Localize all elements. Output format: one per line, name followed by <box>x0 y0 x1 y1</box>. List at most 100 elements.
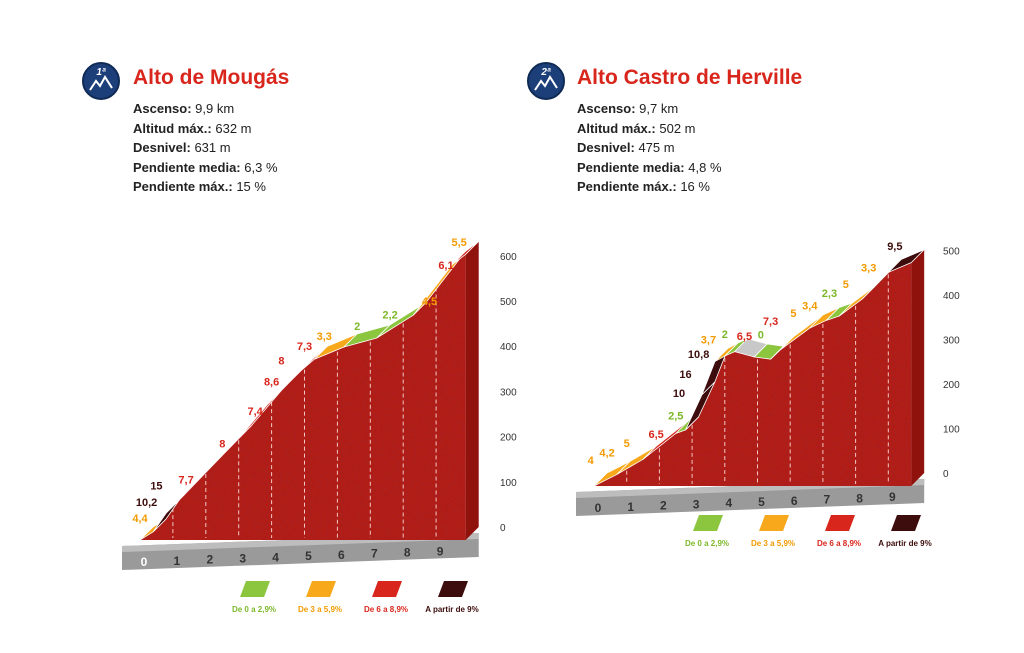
slope-label: 5,5 <box>451 237 466 249</box>
slope-label: 3,7 <box>701 335 716 347</box>
climb-panel-1: 1ª Alto de Mougás Ascenso: 9,9 km Altitu… <box>82 62 290 197</box>
legend-label: De 6 a 8,9% <box>817 539 861 548</box>
slope-label: 4,5 <box>422 296 437 308</box>
y-tick-label: 600 <box>500 252 517 263</box>
slope-label: 2,5 <box>668 410 683 422</box>
slope-label: 5 <box>790 308 796 320</box>
stat-row: Altitud máx.: 502 m <box>577 120 696 136</box>
x-tick-label: 7 <box>824 493 831 507</box>
y-tick-label: 400 <box>943 291 960 302</box>
slope-label: 16 <box>679 369 691 381</box>
mountain-side <box>911 249 925 486</box>
slope-label: 4,4 <box>132 513 148 525</box>
peak-icon <box>534 75 558 91</box>
mountain-body <box>140 254 466 540</box>
y-tick-label: 200 <box>500 433 517 444</box>
slope-label: 10,2 <box>136 497 157 509</box>
slope-label: 9,5 <box>887 241 902 253</box>
climb-stats: Ascenso: 9,9 km Altitud máx.: 632 m Desn… <box>133 99 278 197</box>
slope-label: 5 <box>624 438 630 450</box>
slope-label: 8 <box>219 438 225 450</box>
y-tick-label: 100 <box>500 478 517 489</box>
x-tick-label: 9 <box>889 490 896 504</box>
elevation-profile-chart: 0 1 2 3 4 5 6 7 8 9 0 100 200 300 400 500 4 4,2 5 6,5 2,5 10 1… <box>576 241 960 516</box>
slope-label: 7,7 <box>178 475 193 487</box>
stat-row: Altitud máx.: 632 m <box>133 120 252 136</box>
mountain-category-icon: 1ª <box>82 62 120 100</box>
mountain-side <box>465 241 479 540</box>
x-tick-label: 4 <box>725 496 732 510</box>
y-tick-label: 300 <box>500 387 517 398</box>
y-tick-label: 400 <box>500 342 517 353</box>
mountain-category-icon: 2ª <box>527 62 565 100</box>
slope-label: 3,3 <box>317 331 332 343</box>
legend-swatch <box>759 515 789 531</box>
slope-label: 2 <box>354 321 360 333</box>
profile-base <box>576 479 925 516</box>
stat-row: Pendiente máx.: 15 % <box>133 179 266 194</box>
slope-label: 10,8 <box>688 349 709 361</box>
legend-swatch <box>240 581 270 597</box>
mountain-body <box>594 262 912 486</box>
slope-label: 15 <box>150 480 162 492</box>
legend-swatch <box>693 515 723 531</box>
legend-label: De 3 a 5,9% <box>298 605 342 614</box>
slope-label: 8 <box>278 356 284 368</box>
legend-label: De 0 a 2,9% <box>685 539 729 548</box>
legend-swatch <box>306 581 336 597</box>
x-tick-label: 0 <box>595 501 602 515</box>
stat-row: Ascenso: 9,9 km <box>133 101 235 116</box>
slope-label: 0 <box>758 329 764 341</box>
x-tick-label: 2 <box>660 499 667 513</box>
y-tick-label: 500 <box>500 297 517 308</box>
slope-label: 6,5 <box>737 331 752 343</box>
elevation-profile-chart: 0 1 2 3 4 5 6 7 8 9 0 100 200 300 400 500 600 4,4 10,2 15 7,… <box>122 237 517 570</box>
legend-label: A partir de 9% <box>878 539 932 548</box>
slope-label: 6,5 <box>648 429 663 441</box>
x-tick-label: 5 <box>758 495 765 509</box>
y-tick-label: 300 <box>943 336 960 347</box>
climb-title: Alto Castro de Herville <box>577 66 803 89</box>
x-tick-label: 6 <box>338 548 345 562</box>
slope-label: 7,3 <box>763 316 778 328</box>
legend-swatch <box>825 515 855 531</box>
x-tick-label: 7 <box>371 547 378 561</box>
x-tick-label: 8 <box>856 491 863 505</box>
peak-icon <box>89 75 113 91</box>
slope-label: 6,1 <box>438 260 453 272</box>
stat-row: Pendiente media: 6,3 % <box>133 159 278 175</box>
slope-label: 4 <box>588 455 595 467</box>
gradient-segment <box>888 249 925 273</box>
slope-label: 2,3 <box>822 288 837 300</box>
slope-label: 2,2 <box>382 310 397 322</box>
x-tick-label: 2 <box>206 553 213 567</box>
climb-title: Alto de Mougás <box>133 66 290 89</box>
climb-panel-2: 2ª Alto Castro de Herville Ascenso: 9,7 … <box>443 0 955 653</box>
y-tick-label: 100 <box>943 425 960 436</box>
slope-label: 4,2 <box>599 448 614 460</box>
slope-label: 10 <box>673 388 685 400</box>
x-tick-label: 9 <box>437 544 444 558</box>
x-tick-label: 4 <box>272 550 279 564</box>
legend-swatch <box>372 581 402 597</box>
legend-label: De 3 a 5,9% <box>751 539 795 548</box>
gradient-legend: De 0 a 2,9% De 3 a 5,9% De 6 a 8,9% A parti… <box>685 515 932 548</box>
gradient-segment <box>452 241 479 265</box>
x-tick-label: 3 <box>693 497 700 511</box>
x-tick-label: 1 <box>174 554 181 568</box>
slope-label: 7,3 <box>297 341 312 353</box>
x-tick-label: 0 <box>141 555 148 569</box>
x-tick-label: 6 <box>791 494 798 508</box>
climb-stats: Ascenso: 9,7 km Altitud máx.: 502 m Desn… <box>577 99 722 197</box>
slope-label: 7,4 <box>248 406 264 418</box>
stat-row: Pendiente máx.: 16 % <box>577 179 710 194</box>
x-tick-label: 3 <box>239 551 246 565</box>
x-tick-label: 1 <box>627 500 634 514</box>
y-tick-label: 0 <box>943 469 949 480</box>
legend-swatch <box>438 581 468 597</box>
x-tick-label: 5 <box>305 549 312 563</box>
slope-label: 3,4 <box>802 300 818 312</box>
slope-label: 3,3 <box>861 263 876 275</box>
y-tick-label: 500 <box>943 247 960 258</box>
